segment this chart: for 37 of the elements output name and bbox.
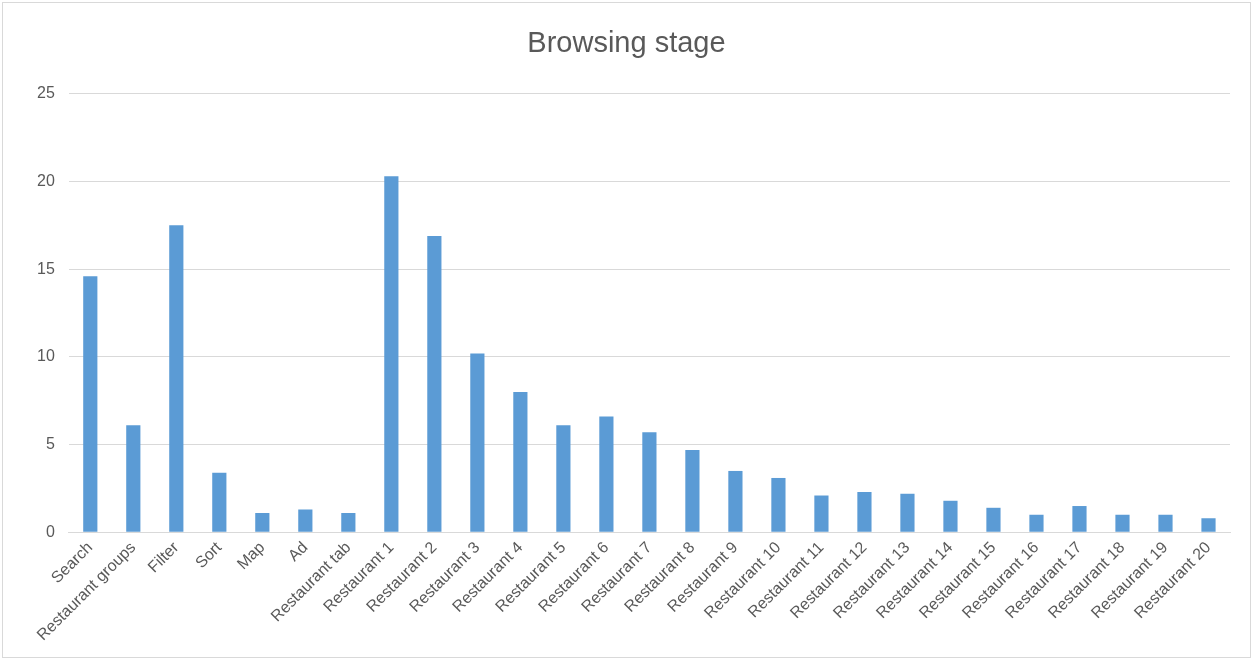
y-tick-label: 25 <box>37 84 55 102</box>
bar <box>1115 514 1130 532</box>
bar <box>169 225 184 532</box>
bar <box>900 493 915 532</box>
bar <box>83 276 98 532</box>
y-tick-label: 0 <box>45 522 55 540</box>
bar <box>470 353 485 532</box>
bar <box>1201 518 1216 532</box>
bar <box>771 477 786 532</box>
bar <box>814 495 829 532</box>
y-tick-label: 5 <box>45 435 55 453</box>
bar <box>427 235 442 532</box>
x-tick-label: Map <box>233 538 268 573</box>
bar <box>685 449 700 532</box>
bar <box>1158 514 1173 532</box>
bar <box>943 500 958 532</box>
bar <box>1072 506 1087 532</box>
bar <box>126 425 141 532</box>
y-tick-label: 15 <box>37 259 55 277</box>
bar <box>857 492 872 532</box>
bar <box>341 513 356 532</box>
bar <box>728 470 743 532</box>
y-tick-label: 10 <box>37 347 55 365</box>
bar <box>1029 514 1044 532</box>
bar <box>255 513 270 532</box>
chart-title: Browsing stage <box>527 26 726 59</box>
bar <box>212 472 227 532</box>
bar <box>384 176 399 532</box>
bar <box>556 425 571 532</box>
x-tick-label: Sort <box>191 537 225 572</box>
bar <box>298 509 313 532</box>
bar <box>642 432 657 532</box>
x-tick-label: Ad <box>284 538 311 565</box>
y-tick-label: 20 <box>37 171 55 189</box>
bar <box>599 416 614 532</box>
bar <box>513 392 528 532</box>
bar <box>986 507 1001 532</box>
